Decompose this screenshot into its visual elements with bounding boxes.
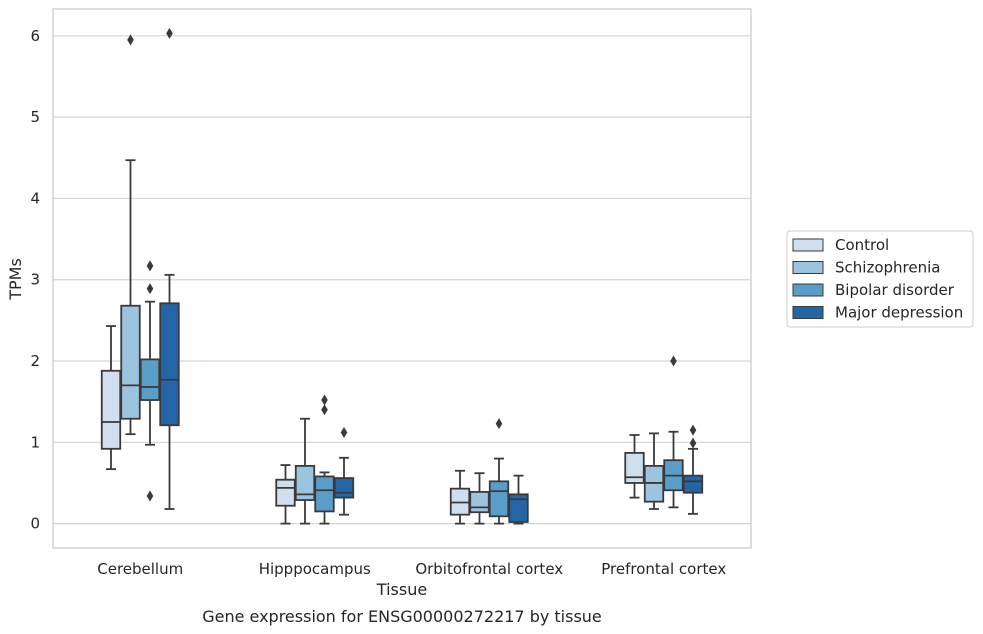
legend-label: Major depression bbox=[835, 304, 963, 322]
outlier-point bbox=[689, 424, 697, 436]
legend-label: Bipolar disorder bbox=[835, 281, 955, 299]
box-iqr bbox=[682, 474, 704, 494]
outlier-point bbox=[689, 437, 697, 449]
box-group bbox=[488, 418, 510, 525]
box-group bbox=[643, 432, 665, 510]
legend-swatch bbox=[792, 238, 824, 252]
outlier-point bbox=[670, 355, 677, 367]
box-iqr bbox=[508, 493, 529, 523]
box-iqr bbox=[333, 477, 355, 499]
box-iqr bbox=[120, 304, 141, 420]
y-tick-label: 0 bbox=[30, 515, 40, 533]
x-tick-label: Hipppocampus bbox=[259, 560, 371, 578]
box-group bbox=[624, 434, 645, 499]
box-group bbox=[663, 355, 684, 509]
x-tick-label: Prefrontal cortex bbox=[601, 560, 726, 578]
box-iqr bbox=[100, 369, 122, 450]
box-iqr bbox=[159, 302, 180, 427]
x-axis-title: Tissue bbox=[376, 580, 427, 599]
outlier-point bbox=[146, 490, 154, 502]
box-iqr bbox=[314, 475, 335, 513]
box-group bbox=[275, 464, 296, 525]
legend-frame bbox=[786, 230, 974, 328]
box-iqr bbox=[624, 451, 645, 484]
x-tick-labels: Cerebellum Hipppocampus Orbitofrontal cort… bbox=[97, 560, 726, 578]
y-axis-title: TPMs bbox=[6, 258, 25, 301]
box-group bbox=[449, 469, 471, 525]
outlier-point bbox=[495, 418, 503, 430]
plot-frame bbox=[52, 8, 752, 549]
y-tick-label: 1 bbox=[30, 433, 40, 451]
box-iqr bbox=[488, 480, 510, 518]
legend-swatch bbox=[792, 261, 824, 274]
y-tick-labels: 0 1 2 3 4 5 6 bbox=[30, 27, 40, 533]
outlier-point bbox=[340, 427, 348, 439]
box-plots bbox=[100, 27, 704, 525]
box-group bbox=[314, 394, 335, 525]
box-group bbox=[508, 474, 529, 525]
y-tick-label: 5 bbox=[30, 108, 40, 126]
outlier-point bbox=[321, 404, 328, 416]
legend-entries: Control Schizophrenia Bipolar disorder Majo… bbox=[792, 236, 963, 322]
y-tick-label: 2 bbox=[30, 352, 40, 370]
legend-swatch bbox=[792, 306, 824, 319]
y-tick-label: 6 bbox=[30, 27, 40, 45]
outlier-point bbox=[146, 260, 154, 272]
box-group bbox=[139, 260, 161, 502]
outlier-point bbox=[166, 27, 173, 39]
box-iqr bbox=[275, 478, 296, 507]
y-tick-label: 4 bbox=[30, 189, 40, 207]
legend-label: Schizophrenia bbox=[835, 259, 940, 277]
box-iqr bbox=[294, 464, 316, 501]
x-tick-label: Orbitofrontal cortex bbox=[415, 560, 563, 578]
box-iqr bbox=[469, 491, 490, 514]
legend-label: Control bbox=[835, 236, 889, 254]
box-group bbox=[294, 417, 316, 525]
legend: Control Schizophrenia Bipolar disorder Majo… bbox=[786, 230, 974, 328]
outlier-point bbox=[127, 34, 134, 46]
y-tick-label: 3 bbox=[30, 271, 40, 289]
outlier-point bbox=[146, 283, 154, 295]
chart-caption: Gene expression for ENSG00000272217 by t… bbox=[202, 607, 602, 626]
box-group bbox=[159, 27, 180, 510]
box-group bbox=[100, 325, 122, 471]
box-group bbox=[682, 424, 704, 515]
gridlines bbox=[53, 35, 751, 525]
box-group bbox=[469, 472, 490, 525]
box-iqr bbox=[139, 358, 161, 401]
box-group bbox=[120, 34, 141, 436]
x-tick-label: Cerebellum bbox=[97, 560, 183, 578]
box-group bbox=[333, 427, 355, 516]
outlier-point bbox=[321, 394, 328, 406]
legend-swatch bbox=[792, 283, 824, 297]
